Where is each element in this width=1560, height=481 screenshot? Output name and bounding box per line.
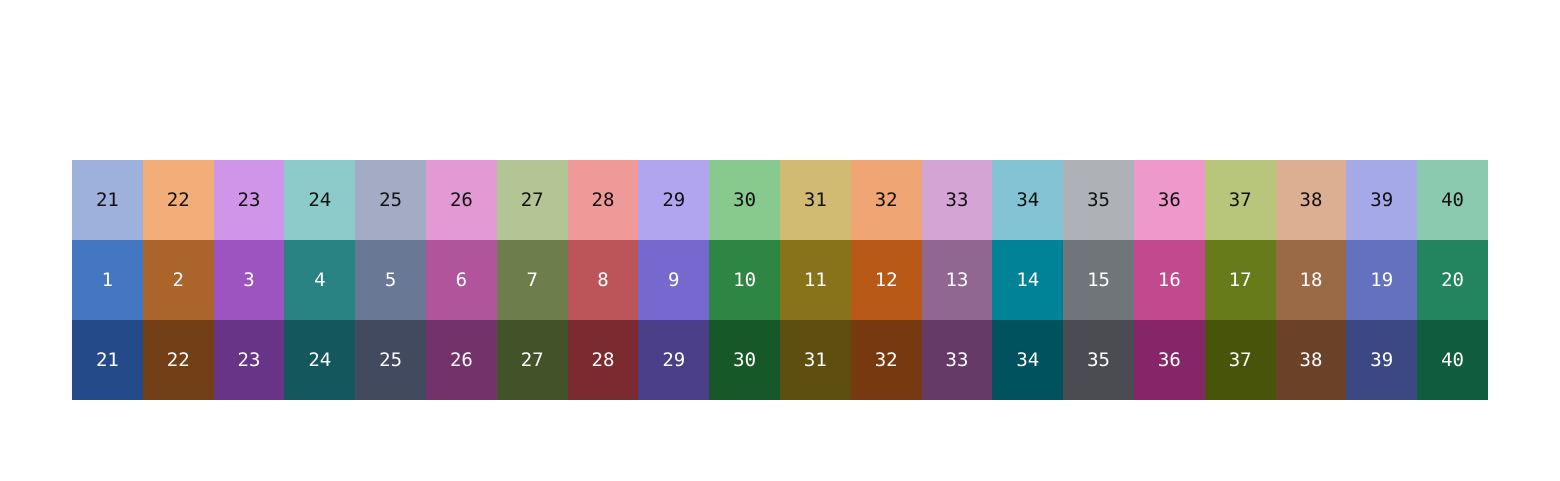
color-swatch-dark-17: 37	[1204, 320, 1276, 400]
color-swatch-dark-1: 21	[72, 320, 143, 400]
color-swatch-mid-18: 18	[1275, 240, 1347, 320]
color-swatch-light-8: 28	[567, 160, 639, 240]
color-swatch-light-16: 36	[1133, 160, 1205, 240]
color-swatch-mid-13: 13	[921, 240, 993, 320]
color-swatch-light-19: 39	[1346, 160, 1418, 240]
color-swatch-light-1: 21	[72, 160, 143, 240]
color-swatch-grid: 21 22 23 24 25 26 27 28 29 30 31 32 33 34 35 36 37 38 39 40…	[72, 160, 1488, 400]
color-swatch-dark-13: 33	[921, 320, 993, 400]
color-swatch-mid-9: 9	[638, 240, 710, 320]
color-swatch-dark-7: 27	[496, 320, 568, 400]
color-swatch-dark-16: 36	[1133, 320, 1205, 400]
color-swatch-dark-11: 31	[779, 320, 851, 400]
color-swatch-mid-16: 16	[1133, 240, 1205, 320]
color-swatch-light-4: 24	[284, 160, 356, 240]
color-swatch-mid-8: 8	[567, 240, 639, 320]
color-swatch-mid-11: 11	[779, 240, 851, 320]
color-swatch-dark-15: 35	[1063, 320, 1134, 400]
color-swatch-mid-2: 2	[142, 240, 214, 320]
color-swatch-light-18: 38	[1275, 160, 1347, 240]
color-swatch-mid-6: 6	[425, 240, 497, 320]
color-swatch-light-2: 22	[142, 160, 214, 240]
color-swatch-dark-19: 39	[1346, 320, 1418, 400]
color-swatch-dark-20: 40	[1417, 320, 1488, 400]
color-swatch-light-12: 32	[850, 160, 922, 240]
color-swatch-dark-10: 30	[709, 320, 780, 400]
color-swatch-light-6: 26	[425, 160, 497, 240]
color-swatch-light-13: 33	[921, 160, 993, 240]
color-swatch-light-17: 37	[1204, 160, 1276, 240]
color-swatch-dark-14: 34	[992, 320, 1064, 400]
color-swatch-mid-5: 5	[355, 240, 426, 320]
color-swatch-light-3: 23	[213, 160, 285, 240]
color-swatch-mid-14: 14	[992, 240, 1064, 320]
color-swatch-dark-9: 29	[638, 320, 710, 400]
color-swatch-light-9: 29	[638, 160, 710, 240]
color-swatch-dark-18: 38	[1275, 320, 1347, 400]
color-swatch-light-14: 34	[992, 160, 1064, 240]
color-swatch-mid-4: 4	[284, 240, 356, 320]
color-swatch-light-15: 35	[1063, 160, 1134, 240]
color-swatch-light-11: 31	[779, 160, 851, 240]
color-swatch-dark-12: 32	[850, 320, 922, 400]
color-swatch-light-7: 27	[496, 160, 568, 240]
color-swatch-light-5: 25	[355, 160, 426, 240]
color-swatch-mid-3: 3	[213, 240, 285, 320]
color-swatch-dark-6: 26	[425, 320, 497, 400]
color-swatch-mid-19: 19	[1346, 240, 1418, 320]
color-swatch-mid-17: 17	[1204, 240, 1276, 320]
color-swatch-mid-15: 15	[1063, 240, 1134, 320]
color-swatch-mid-12: 12	[850, 240, 922, 320]
color-swatch-dark-4: 24	[284, 320, 356, 400]
color-swatch-dark-5: 25	[355, 320, 426, 400]
color-swatch-light-20: 40	[1417, 160, 1488, 240]
color-swatch-dark-3: 23	[213, 320, 285, 400]
color-swatch-dark-2: 22	[142, 320, 214, 400]
color-swatch-mid-20: 20	[1417, 240, 1488, 320]
color-swatch-dark-8: 28	[567, 320, 639, 400]
color-swatch-mid-1: 1	[72, 240, 143, 320]
color-swatch-mid-10: 10	[709, 240, 780, 320]
color-swatch-light-10: 30	[709, 160, 780, 240]
color-swatch-mid-7: 7	[496, 240, 568, 320]
